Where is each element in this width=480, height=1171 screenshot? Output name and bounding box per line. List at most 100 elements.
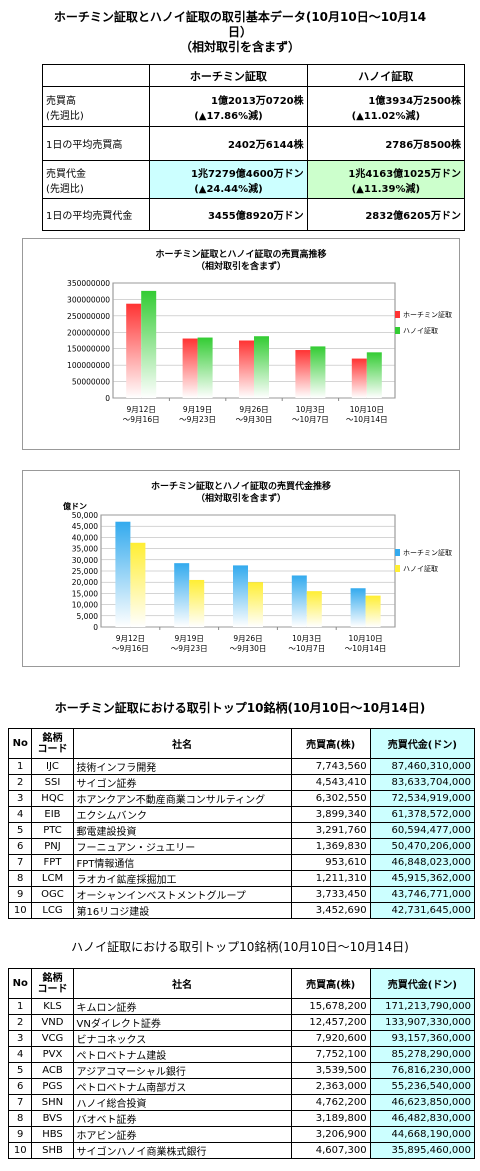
bar: [306, 591, 322, 627]
table-row: 4 PVX ペトロベトナム建設 7,752,100 85,278,290,000: [7, 1046, 476, 1063]
legend-swatch: [395, 549, 400, 556]
table-row: 9 OGC オーシャンインベストメントグループ 3,733,450 43,746,771…: [7, 886, 476, 903]
cell-no: 2: [7, 1014, 33, 1031]
table-row: 1 IJC 技術インフラ開発 7,743,560 87,460,310,000: [7, 758, 476, 775]
summary-hn-avg-value: 2832億6205万ドン: [306, 198, 466, 231]
x-tick-label: ～9月30日: [230, 644, 267, 653]
cell-value: 55,236,540,000: [369, 1078, 476, 1095]
cell-value: 42,731,645,000: [369, 902, 476, 919]
summary-hcm-value: 1兆7279億4600万ドン (▲24.44%減): [149, 160, 308, 199]
cell-name: ホアンクアン不動産商業コンサルティング: [72, 790, 292, 807]
x-tick-label: ～10月14日: [345, 644, 387, 653]
cell-name: エクシムバンク: [72, 806, 292, 823]
cell-name: ペトロベトナム建設: [72, 1046, 292, 1063]
cell-volume: 7,752,100: [290, 1046, 371, 1063]
title-line-1: ホーチミン証取とハノイ証取の取引基本データ(10月10日～10月14: [53, 10, 427, 24]
cell-code: OGC: [31, 886, 74, 903]
hcm-top-title: ホーチミン証取における取引トップ10銘柄(10月10日～10月14日): [54, 701, 426, 715]
cell-volume: 12,457,200: [290, 1014, 371, 1031]
cell-no: 8: [7, 1110, 33, 1127]
summary-label-volume: 売買高 (先週比): [41, 86, 151, 127]
x-tick-label: 9月12日: [116, 634, 145, 643]
value-chart-svg: ホーチミン証取とハノイ証取の売買代金推移（相対取引を含まず） 億ドン 0 5,000 1…: [63, 480, 452, 653]
cell-code: PGS: [31, 1078, 74, 1095]
cell-volume: 2,363,000: [290, 1078, 371, 1095]
cell-no: 2: [7, 774, 33, 791]
cell-name: ホアビン証券: [72, 1126, 292, 1143]
x-tick-label: ～9月16日: [112, 644, 149, 653]
y-tick-label: 10,000: [72, 601, 98, 610]
bar: [351, 358, 367, 398]
bar: [174, 563, 190, 627]
cell-value: 83,633,704,000: [369, 774, 476, 791]
table-row: 3 VCG ビナコネックス 7,920,600 93,157,360,000: [7, 1030, 476, 1047]
cell-code: BVS: [31, 1110, 74, 1127]
cell-name: VNダイレクト証券: [72, 1014, 292, 1031]
x-tick-label: 9月19日: [183, 405, 212, 414]
cell-value: 171,213,790,000: [369, 998, 476, 1015]
hcm-header-volume: 売買高(株): [290, 728, 371, 759]
y-tick-label: 50,000: [72, 511, 98, 520]
cell-no: 3: [7, 790, 33, 807]
hcm-header-name: 社名: [72, 728, 292, 759]
x-tick-label: 9月26日: [239, 405, 268, 414]
cell-volume: 1,369,830: [290, 838, 371, 855]
hn-header-code: 銘柄 コード: [31, 968, 74, 999]
y-tick-label: 35,000: [72, 545, 98, 554]
cell-volume: 3,452,690: [290, 902, 371, 919]
chart-title: ホーチミン証取とハノイ証取の売買代金推移: [151, 480, 331, 492]
cell-volume: 1,211,310: [290, 870, 371, 887]
cell-value: 72,534,919,000: [369, 790, 476, 807]
cell-value: 46,482,830,000: [369, 1110, 476, 1127]
cell-name: 技術インフラ開発: [72, 758, 292, 775]
bar: [189, 579, 205, 627]
hcm-header-value: 売買代金(ドン): [369, 728, 476, 759]
cell-value: 76,816,230,000: [369, 1062, 476, 1079]
table-row: 2 VND VNダイレクト証券 12,457,200 133,907,330,000: [7, 1014, 476, 1031]
chart-title: ホーチミン証取とハノイ証取の売買高推移: [155, 248, 326, 260]
cell-code: KLS: [31, 998, 74, 1015]
cell-no: 5: [7, 1062, 33, 1079]
cell-value: 45,915,362,000: [369, 870, 476, 887]
cell-volume: 4,607,300: [290, 1142, 371, 1159]
volume-chart-svg: ホーチミン証取とハノイ証取の売買高推移（相対取引を含まず） 0 50000000 10…: [67, 248, 452, 424]
y-tick-label: 200000000: [67, 328, 110, 337]
summary-label-value: 売買代金 (先週比): [41, 160, 151, 199]
cell-value: 44,668,190,000: [369, 1126, 476, 1143]
summary-table: ホーチミン証取 ハノイ証取 売買高 (先週比) 1億2013万0720株 (▲17.…: [41, 64, 466, 231]
y-tick-label: 100000000: [67, 361, 110, 370]
x-tick-label: 10月3日: [296, 405, 325, 414]
summary-hcm-avg-value: 3455億8920万ドン: [149, 198, 308, 231]
value-chart: ホーチミン証取とハノイ証取の売買代金推移 （相対取引を含まず） 億ドン 0 5,000 1…: [22, 470, 460, 667]
y-tick-label: 25,000: [72, 567, 98, 576]
cell-volume: 7,743,560: [290, 758, 371, 775]
x-tick-label: 10月10日: [349, 634, 383, 643]
table-row: 5 PTC 郵電建設投資 3,291,760 60,594,477,000: [7, 822, 476, 839]
bar: [233, 565, 248, 627]
cell-no: 1: [7, 758, 33, 775]
chart-subtitle: （相対取引を含まず）: [196, 260, 286, 272]
cell-code: SSI: [31, 774, 74, 791]
legend-label: ホーチミン証取: [403, 310, 452, 319]
hn-header-name: 社名: [72, 968, 292, 999]
hn-header-volume: 売買高(株): [290, 968, 371, 999]
cell-no: 10: [7, 1142, 33, 1159]
chart-subtitle: （相対取引を含まず）: [196, 492, 286, 504]
cell-name: キムロン証券: [72, 998, 292, 1015]
y-tick-label: 30,000: [72, 556, 98, 565]
cell-name: ハノイ総合投資: [72, 1094, 292, 1111]
cell-code: ACB: [31, 1062, 74, 1079]
x-tick-label: 9月19日: [175, 634, 204, 643]
x-tick-label: ～10月7日: [292, 415, 329, 424]
hcm-header-code: 銘柄 コード: [31, 728, 74, 759]
table-row: 10 LCG 第16リコジ建設 3,452,690 42,731,645,000: [7, 902, 476, 919]
cell-code: SHB: [31, 1142, 74, 1159]
legend-swatch: [395, 327, 400, 334]
cell-code: VCG: [31, 1030, 74, 1047]
bar: [239, 340, 254, 398]
cell-code: LCM: [31, 870, 74, 887]
bar: [197, 337, 213, 398]
cell-code: VND: [31, 1014, 74, 1031]
legend-label: ハノイ証取: [403, 564, 438, 573]
cell-value: 61,378,572,000: [369, 806, 476, 823]
